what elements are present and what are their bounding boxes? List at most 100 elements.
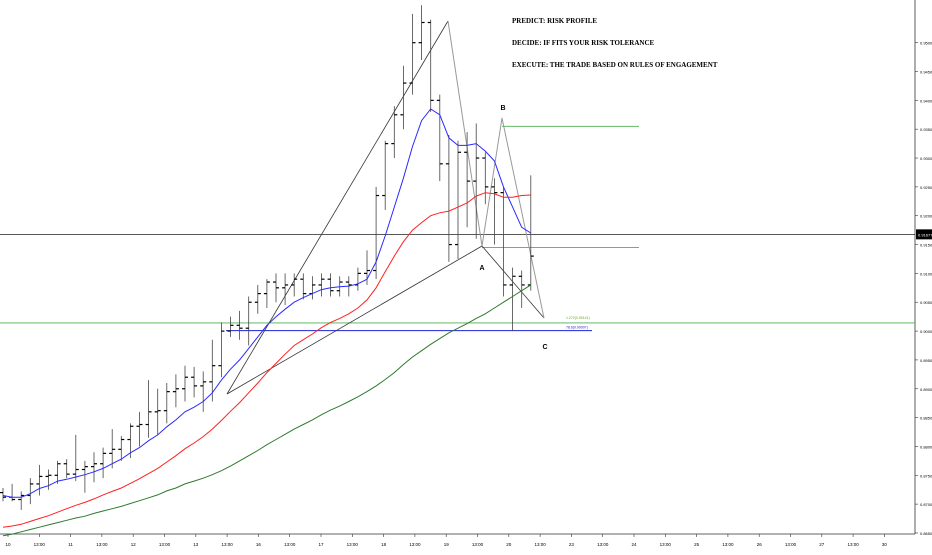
x-tick-label: 13 [193,542,199,547]
x-tick-label: 12 [131,542,137,547]
ma-green-line [2,284,532,537]
candle [382,140,389,210]
candle [182,365,188,402]
price-label: 0.91677 [918,232,932,237]
candle [445,134,452,262]
x-tick-label: 11 [68,542,73,547]
x-tick-label: 19 [444,542,450,547]
candle [518,270,525,309]
candle [72,434,79,482]
candle [136,411,143,447]
x-tick-label: 13:00 [347,542,359,547]
candle [154,388,161,435]
x-tick-label: 13:00 [847,542,859,547]
fib-127-label: 1.272(0.90141) [566,316,590,320]
candle [81,460,88,493]
x-tick-label: 16 [256,542,262,547]
candle [318,273,325,297]
point-b-label: B [500,105,505,112]
candle [263,279,270,309]
ma-blue-line [2,108,532,498]
candle [145,380,152,438]
candle [254,284,261,314]
candle [436,94,443,182]
candle [527,175,534,291]
candle [227,316,234,337]
trade-notes: PREDICT: RISK PROFILE DECIDE: IF FITS YO… [512,10,717,76]
x-tick-label: 24 [631,542,637,547]
note-execute: EXECUTE: THE TRADE BASED ON RULES OF ENG… [512,61,718,69]
candle [236,310,243,340]
note-predict: PREDICT: RISK PROFILE [512,17,598,25]
pattern-line-x-b [226,20,449,395]
candle [18,491,25,510]
ma-red-line [2,192,531,528]
x-tick-label: 13:00 [284,542,296,547]
x-tick-label: 17 [318,542,324,547]
x-tick-label: 13:00 [722,542,734,547]
candle [464,132,471,228]
candle [418,5,425,60]
x-tick-label: 18 [381,542,387,547]
candle [400,65,407,130]
candle [509,267,516,332]
x-tick-label: 13:00 [409,542,421,547]
candle [273,273,279,303]
x-tick-label: 27 [819,542,825,547]
candle [27,478,34,505]
candle [209,339,216,402]
candle [109,429,116,469]
candle [0,487,6,502]
candle [491,178,498,245]
candle [309,276,316,300]
candle [327,273,334,297]
price-label-box [916,229,932,240]
candle [127,423,134,458]
y-tick-label: 0.86500 [920,531,932,536]
candle [282,273,289,306]
candle [91,452,97,483]
candle [45,469,52,490]
candle [455,140,461,259]
x-tick-label: 10 [5,542,11,547]
x-tick-label: 20 [506,542,512,547]
x-tick-label: 13:00 [221,542,233,547]
x-tick-label: 13:00 [472,542,484,547]
candle [354,267,361,291]
candle [36,464,43,496]
candle [473,123,480,239]
fib-786-label: 78.6(0.90007) [566,326,588,330]
candle [482,152,489,205]
candle [409,13,416,95]
x-tick-label: 13:00 [597,542,609,547]
pattern-line-x-a [226,245,483,395]
candle [500,186,507,297]
x-tick-label: 13:00 [159,542,171,547]
candle [54,460,61,484]
point-a-label: A [479,265,484,272]
candle [163,382,170,424]
candle [100,447,107,479]
candle [291,273,298,297]
x-tick-label: 26 [757,542,763,547]
candle [172,374,179,408]
x-tick-label: 23 [569,542,575,547]
candle [9,483,16,502]
candle [245,296,252,346]
candle [218,322,225,378]
